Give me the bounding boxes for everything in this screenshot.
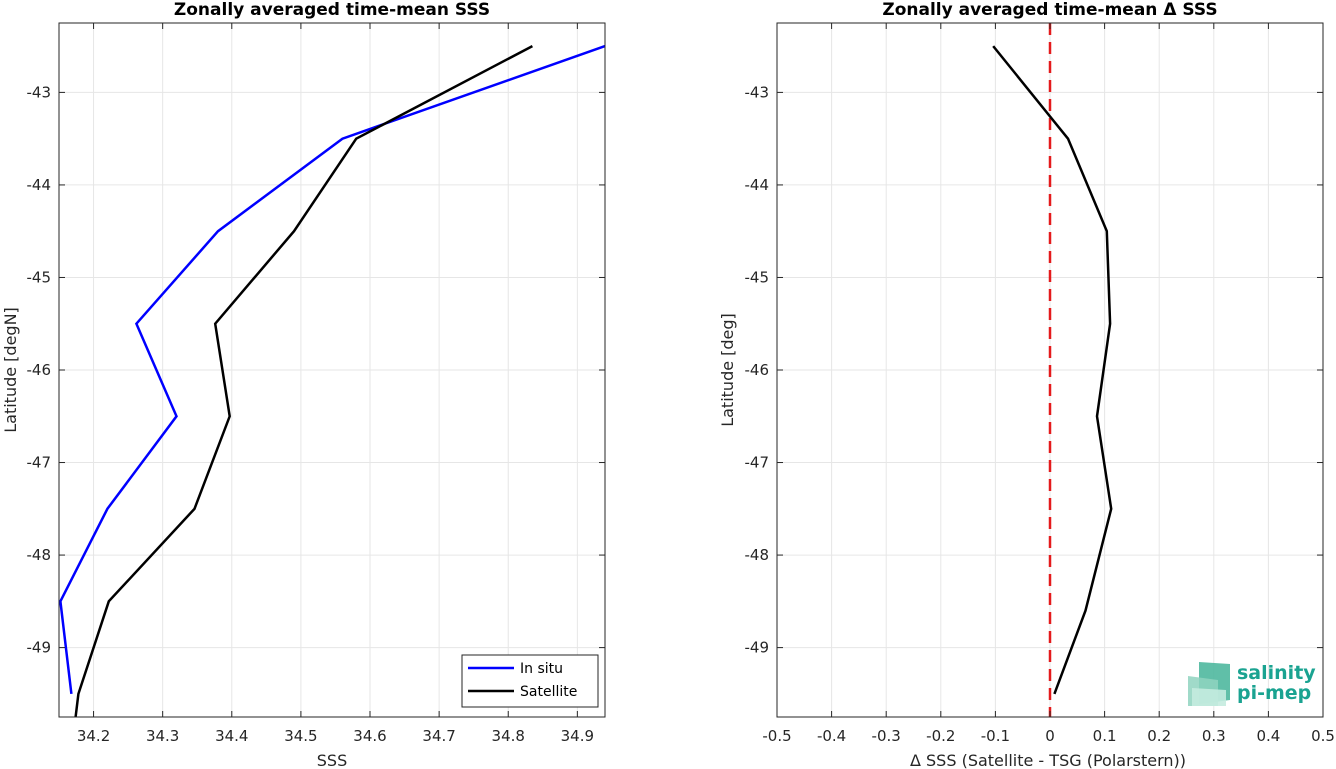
x-axis-label: SSS <box>317 751 347 769</box>
x-tick-label: 34.7 <box>422 727 455 745</box>
x-tick-label: 0.1 <box>1093 727 1117 745</box>
x-tick-label: -0.4 <box>817 727 846 745</box>
x-tick-label: -0.5 <box>762 727 791 745</box>
series-line-delta-sss <box>992 45 1113 695</box>
x-tick-label: 34.6 <box>353 727 386 745</box>
sss-panel: 34.2 34.3 34.4 34.5 34.6 34.7 34.8 34.9 -43 -44 -4… <box>1 0 606 769</box>
delta-sss-panel: -0.5 -0.4 -0.3 -0.2 -0.1 0 0.1 0.2 0.3 0.4 0.5 -43 -… <box>718 0 1335 769</box>
chart-title: Zonally averaged time-mean SSS <box>174 0 490 20</box>
legend-label-in-situ: In situ <box>520 661 563 677</box>
x-tick-label: 34.4 <box>215 727 248 745</box>
x-tick-label: 0.5 <box>1311 727 1335 745</box>
y-tick-label: -46 <box>27 361 52 379</box>
logo-line2: pi-mep <box>1237 682 1311 704</box>
x-tick-label: 0 <box>1045 727 1055 745</box>
ticks: 34.2 34.3 34.4 34.5 34.6 34.7 34.8 34.9 -43 -44 -4… <box>27 23 605 745</box>
x-tick-label: 0.2 <box>1147 727 1171 745</box>
x-tick-label: 0.3 <box>1202 727 1226 745</box>
x-tick-label: 34.5 <box>284 727 317 745</box>
y-tick-label: -46 <box>745 361 770 379</box>
x-tick-label: 34.8 <box>492 727 525 745</box>
y-tick-label: -48 <box>27 546 52 564</box>
y-tick-label: -43 <box>27 83 52 101</box>
legend-label-satellite: Satellite <box>520 684 577 700</box>
legend: In situ Satellite <box>461 654 599 708</box>
x-tick-label: -0.3 <box>872 727 901 745</box>
x-tick-label: 34.3 <box>146 727 179 745</box>
series-line-satellite <box>74 44 533 718</box>
y-tick-label: -43 <box>745 83 770 101</box>
series-line-in-situ <box>59 44 606 695</box>
x-tick-label: 0.4 <box>1256 727 1280 745</box>
logo-line1: salinity <box>1237 662 1316 684</box>
x-tick-label: -0.1 <box>981 727 1010 745</box>
ticks: -0.5 -0.4 -0.3 -0.2 -0.1 0 0.1 0.2 0.3 0.4 0.5 -43 -… <box>745 23 1335 745</box>
grid <box>59 23 605 717</box>
series-lines <box>59 44 606 718</box>
salinity-pi-mep-logo: salinity pi-mep <box>1188 662 1316 706</box>
logo-mark <box>1192 688 1226 706</box>
y-axis-label: Latitude [deg] <box>718 313 737 427</box>
legend-box <box>461 654 599 708</box>
y-tick-label: -44 <box>745 176 770 194</box>
y-tick-label: -49 <box>27 639 52 657</box>
y-axis-label: Latitude [degN] <box>1 307 20 433</box>
series-lines <box>992 23 1113 717</box>
x-axis-label: Δ SSS (Satellite - TSG (Polarstern)) <box>910 751 1186 769</box>
x-tick-label: -0.2 <box>926 727 955 745</box>
x-tick-label: 34.9 <box>561 727 594 745</box>
x-tick-label: 34.2 <box>77 727 110 745</box>
y-tick-label: -48 <box>745 546 770 564</box>
chart-title: Zonally averaged time-mean Δ SSS <box>882 0 1217 20</box>
y-tick-label: -45 <box>27 268 52 286</box>
y-tick-label: -49 <box>745 639 770 657</box>
y-tick-label: -47 <box>27 454 52 472</box>
y-tick-label: -44 <box>27 176 52 194</box>
y-tick-label: -45 <box>745 268 770 286</box>
y-tick-label: -47 <box>745 454 770 472</box>
